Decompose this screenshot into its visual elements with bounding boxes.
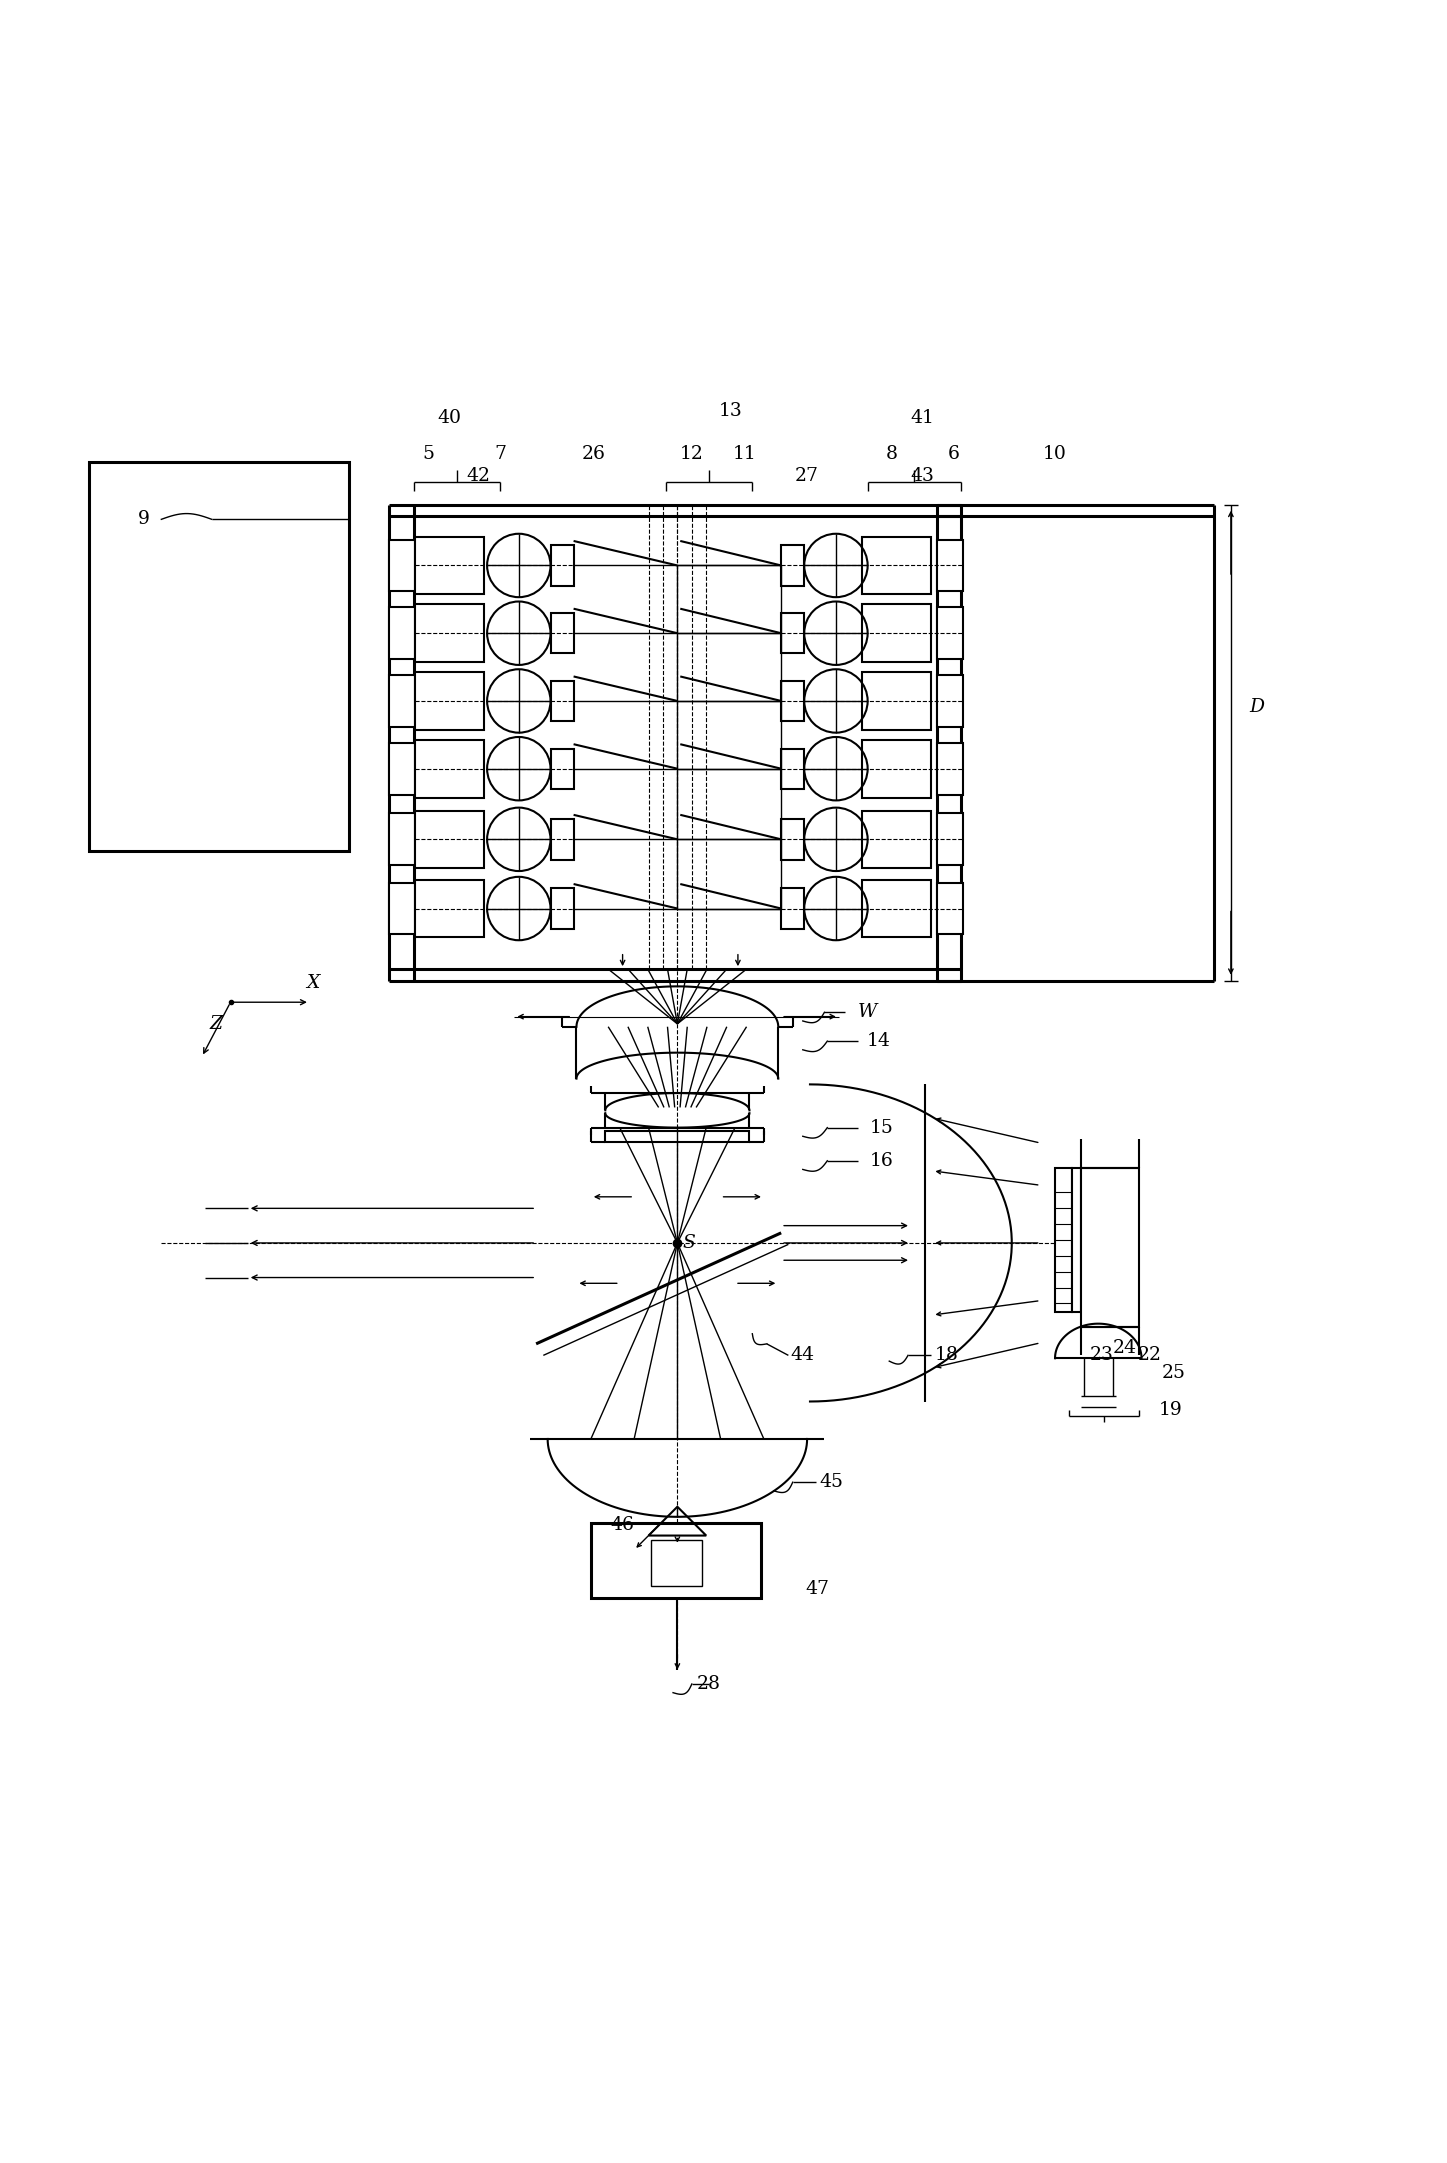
Text: 8: 8 — [886, 446, 899, 463]
Bar — [415, 603, 485, 662]
Bar — [415, 536, 485, 595]
Text: 19: 19 — [1159, 1402, 1182, 1419]
Bar — [389, 883, 415, 934]
Bar — [415, 740, 485, 798]
Bar — [389, 675, 415, 727]
Text: 7: 7 — [493, 446, 506, 463]
Bar — [936, 813, 962, 865]
Bar — [936, 883, 962, 934]
Text: 26: 26 — [582, 446, 606, 463]
Text: W: W — [858, 1004, 877, 1021]
Bar — [651, 1540, 702, 1585]
Bar — [605, 1131, 750, 1142]
Bar — [1081, 1168, 1139, 1326]
Text: 9: 9 — [137, 510, 150, 528]
Bar — [781, 681, 805, 720]
Bar — [550, 612, 573, 653]
Bar — [590, 1523, 761, 1598]
Bar — [1055, 1168, 1072, 1313]
Text: 42: 42 — [466, 467, 491, 485]
Text: 46: 46 — [611, 1516, 635, 1534]
Bar — [862, 536, 930, 595]
Bar — [936, 539, 962, 590]
Text: 11: 11 — [734, 446, 757, 463]
Bar — [389, 539, 415, 590]
Text: 25: 25 — [1162, 1363, 1185, 1382]
Text: 47: 47 — [805, 1579, 829, 1598]
Text: X: X — [305, 976, 320, 993]
Text: 14: 14 — [867, 1032, 891, 1051]
Bar — [389, 742, 415, 794]
Text: 44: 44 — [790, 1345, 815, 1365]
Text: 45: 45 — [819, 1473, 844, 1490]
Bar — [550, 820, 573, 859]
Bar — [936, 608, 962, 660]
Text: 27: 27 — [794, 467, 819, 485]
Text: 22: 22 — [1139, 1345, 1162, 1365]
Text: 23: 23 — [1090, 1345, 1113, 1365]
Bar — [781, 545, 805, 586]
Text: 15: 15 — [870, 1118, 894, 1136]
Bar — [550, 889, 573, 928]
Text: S: S — [683, 1233, 696, 1252]
Bar — [781, 820, 805, 859]
Bar — [781, 889, 805, 928]
Bar — [389, 813, 415, 865]
Bar — [1072, 1168, 1081, 1313]
Text: 13: 13 — [719, 402, 742, 420]
Text: 10: 10 — [1043, 446, 1066, 463]
Bar — [862, 740, 930, 798]
Text: 16: 16 — [870, 1151, 894, 1170]
Bar — [415, 673, 485, 729]
Bar — [936, 742, 962, 794]
Bar — [389, 608, 415, 660]
Text: 40: 40 — [437, 409, 462, 428]
Text: D: D — [1249, 699, 1265, 716]
Text: 41: 41 — [910, 409, 935, 428]
Text: 6: 6 — [948, 446, 959, 463]
Text: 18: 18 — [935, 1345, 959, 1365]
Text: 24: 24 — [1113, 1339, 1136, 1356]
Text: 43: 43 — [910, 467, 935, 485]
Bar — [550, 681, 573, 720]
Bar — [862, 880, 930, 937]
Bar — [862, 673, 930, 729]
Bar — [550, 748, 573, 789]
Text: Z: Z — [210, 1014, 223, 1034]
Text: 12: 12 — [680, 446, 703, 463]
Text: 28: 28 — [697, 1674, 721, 1694]
Text: 5: 5 — [423, 446, 434, 463]
Bar — [862, 811, 930, 867]
Bar — [936, 675, 962, 727]
Bar — [415, 811, 485, 867]
Bar — [862, 603, 930, 662]
Bar — [90, 461, 349, 850]
Bar — [415, 880, 485, 937]
Bar — [781, 612, 805, 653]
Bar — [781, 748, 805, 789]
Bar — [550, 545, 573, 586]
